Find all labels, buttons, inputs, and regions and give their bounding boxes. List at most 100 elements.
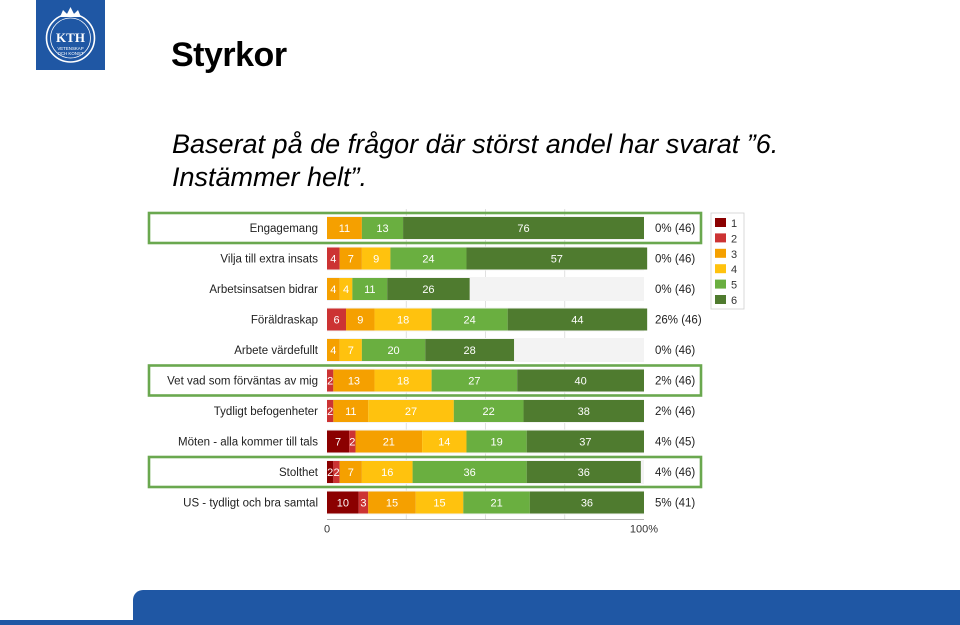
- legend-swatch: [715, 279, 726, 289]
- bar-segment: [368, 400, 454, 422]
- data-label: 10: [337, 498, 349, 510]
- bar-segment: [352, 278, 388, 300]
- logo-text: KTH: [56, 30, 85, 45]
- bar-segment: [517, 369, 644, 392]
- bar-segment: [327, 247, 340, 270]
- legend-label: 6: [731, 295, 737, 307]
- data-label: 76: [517, 223, 529, 235]
- bar-segment: [374, 369, 432, 392]
- footer-line: [0, 620, 960, 625]
- data-label: 27: [405, 406, 417, 418]
- bar-segment: [368, 491, 416, 514]
- legend-swatch: [715, 233, 726, 243]
- data-label: 9: [373, 254, 379, 266]
- bar-segment: [431, 308, 508, 331]
- data-label: 7: [348, 254, 354, 266]
- bar-segment: [463, 491, 530, 514]
- data-label: 24: [464, 315, 476, 327]
- footer-right-block: [133, 590, 960, 625]
- right-label: 2% (46): [655, 376, 695, 388]
- bar-segment: [333, 400, 369, 422]
- subtitle-line-2: Instämmer helt”.: [172, 162, 368, 192]
- subtitle-line-1: Baserat på de frågor där störst andel ha…: [172, 129, 779, 159]
- bar-segment: [327, 278, 340, 300]
- data-label: 11: [345, 406, 356, 418]
- data-label: 20: [387, 345, 399, 357]
- legend-label: 1: [731, 218, 737, 230]
- data-label: 14: [438, 437, 450, 449]
- data-label: 2: [333, 467, 339, 479]
- right-label: 0% (46): [655, 254, 695, 266]
- bar-segment: [339, 247, 362, 270]
- bar-segment: [529, 491, 644, 514]
- legend-label: 4: [731, 264, 737, 276]
- right-label: 5% (41): [655, 498, 695, 510]
- data-label: 36: [581, 498, 593, 510]
- data-label: 36: [464, 467, 476, 479]
- data-label: 37: [579, 437, 591, 449]
- data-label: 24: [422, 254, 434, 266]
- bar-segment: [374, 308, 432, 331]
- data-label: 13: [348, 376, 360, 388]
- legend-swatch: [715, 295, 726, 304]
- data-label: 4: [343, 284, 349, 296]
- footer-left-block: [0, 590, 133, 625]
- bar-segment: [523, 400, 644, 422]
- kth-crown-emblem-icon: KTH VETENSKAP OCH KONST: [45, 7, 96, 63]
- bar-segment: [327, 308, 347, 331]
- data-label: 21: [490, 498, 502, 510]
- bar-segment: [327, 491, 359, 514]
- page-subtitle: Baserat på de frågor där störst andel ha…: [172, 128, 872, 194]
- data-label: 6: [333, 315, 339, 327]
- bar-segment: [333, 461, 340, 483]
- bar-segment: [415, 491, 464, 514]
- data-label: 7: [335, 437, 341, 449]
- right-label: 4% (45): [655, 437, 695, 449]
- category-label: Arbetsinsatsen bidrar: [209, 284, 318, 296]
- bar-segment: [349, 430, 356, 453]
- right-label: 2% (46): [655, 406, 695, 418]
- right-label: 0% (46): [655, 284, 695, 296]
- highlight-box: [147, 211, 703, 245]
- logo-subtext-1: VETENSKAP: [57, 46, 83, 51]
- data-label: 7: [348, 345, 354, 357]
- bar-segment: [327, 217, 362, 239]
- data-label: 16: [381, 467, 393, 479]
- data-label: 13: [376, 223, 388, 235]
- bar-segment: [361, 217, 404, 239]
- data-label: 57: [551, 254, 563, 266]
- data-label: 11: [364, 284, 375, 296]
- highlight-box: [147, 455, 703, 489]
- bar-segment: [327, 461, 334, 483]
- data-label: 18: [397, 376, 409, 388]
- highlight-box: [147, 364, 703, 397]
- right-label: 0% (46): [655, 345, 695, 357]
- data-label: 27: [468, 376, 480, 388]
- data-label: 2: [349, 437, 355, 449]
- category-label: Stolthet: [279, 467, 319, 479]
- legend-label: 2: [731, 233, 737, 245]
- bar-segment: [453, 400, 524, 422]
- legend-label: 3: [731, 249, 737, 261]
- category-label: Arbete värdefullt: [234, 345, 319, 357]
- data-label: 44: [571, 315, 583, 327]
- data-label: 15: [386, 498, 398, 510]
- bar-segment: [327, 339, 340, 361]
- legend-label: 5: [731, 280, 737, 292]
- data-label: 19: [490, 437, 502, 449]
- data-label: 2: [327, 467, 333, 479]
- bar-segment: [390, 247, 467, 270]
- data-label: 3: [360, 498, 366, 510]
- bar-segment: [355, 430, 423, 453]
- bar-segment: [358, 491, 369, 514]
- data-label: 40: [574, 376, 586, 388]
- bar-segment: [361, 461, 413, 483]
- data-label: 9: [357, 315, 363, 327]
- legend-swatch: [715, 218, 726, 227]
- category-label: Vilja till extra insats: [220, 254, 318, 266]
- bar-segment: [339, 339, 362, 361]
- bar-segment: [346, 308, 375, 331]
- bar-segment: [333, 369, 375, 392]
- bar-segment: [466, 430, 527, 453]
- x-tick-label: 0: [324, 524, 330, 536]
